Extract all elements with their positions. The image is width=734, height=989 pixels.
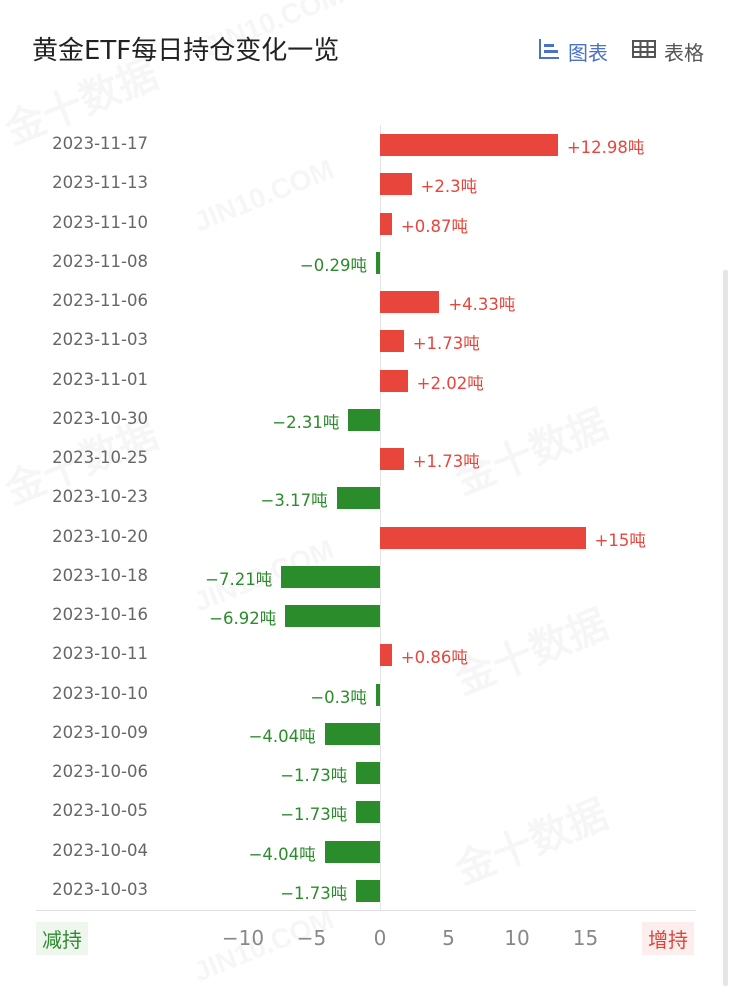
category-label: 2023-11-08 xyxy=(52,251,148,271)
decrease-bar[interactable] xyxy=(356,879,380,902)
x-axis-line xyxy=(36,910,696,911)
value-label: +15吨 xyxy=(594,530,646,550)
value-label: −0.29吨 xyxy=(299,255,367,275)
increase-bar[interactable] xyxy=(380,448,404,470)
value-label: −1.73吨 xyxy=(280,766,348,785)
value-label: −1.73吨 xyxy=(280,883,348,903)
decrease-legend-label: 减持 xyxy=(36,922,88,955)
value-label: +2.3吨 xyxy=(420,177,478,197)
bar-chart-icon xyxy=(538,38,560,65)
decrease-bar[interactable] xyxy=(376,251,380,274)
view-tabs: 图表 表格 xyxy=(538,37,704,66)
x-tick-label: −5 xyxy=(296,926,327,950)
increase-bar[interactable] xyxy=(380,291,440,313)
category-label: 2023-10-18 xyxy=(52,565,148,585)
category-label: 2023-10-09 xyxy=(52,722,148,742)
category-label: 2023-11-10 xyxy=(52,212,148,232)
page-title: 黄金ETF每日持仓变化一览 xyxy=(32,36,340,66)
x-tick-label: 10 xyxy=(504,926,530,950)
category-label: 2023-11-03 xyxy=(52,330,148,350)
category-label: 2023-10-16 xyxy=(52,605,148,624)
value-label: +1.73吨 xyxy=(412,334,480,354)
decrease-bar[interactable] xyxy=(356,762,380,784)
category-label: 2023-10-23 xyxy=(52,487,148,507)
increase-bar[interactable] xyxy=(380,212,392,235)
value-label: +0.86吨 xyxy=(400,648,468,668)
category-label: 2023-10-20 xyxy=(52,526,148,546)
category-label: 2023-10-10 xyxy=(52,683,148,703)
zero-axis-line xyxy=(380,125,381,910)
value-label: −6.92吨 xyxy=(209,609,277,628)
category-label: 2023-11-13 xyxy=(52,173,148,193)
x-tick-label: 15 xyxy=(572,926,599,950)
value-label: +12.98吨 xyxy=(566,138,645,157)
value-label: −7.21吨 xyxy=(205,569,273,589)
decrease-bar[interactable] xyxy=(324,840,380,863)
category-label: 2023-10-11 xyxy=(52,644,148,664)
decrease-bar[interactable] xyxy=(285,605,380,627)
table-grid-icon xyxy=(632,39,656,64)
tab-chart[interactable]: 图表 xyxy=(538,37,608,66)
increase-bar[interactable] xyxy=(380,134,558,156)
x-tick-label: −10 xyxy=(221,926,265,950)
value-label: −2.31吨 xyxy=(272,412,340,432)
category-label: 2023-10-05 xyxy=(52,801,148,821)
increase-bar[interactable] xyxy=(380,644,392,667)
value-label: +0.87吨 xyxy=(400,216,468,236)
x-tick-label: 0 xyxy=(373,926,387,950)
category-label: 2023-11-01 xyxy=(52,369,148,389)
value-label: −4.04吨 xyxy=(248,844,316,864)
tab-table[interactable]: 表格 xyxy=(632,37,704,66)
decrease-bar[interactable] xyxy=(324,722,380,745)
decrease-bar[interactable] xyxy=(281,565,380,588)
value-label: +2.02吨 xyxy=(416,373,484,393)
value-label: −3.17吨 xyxy=(260,491,328,511)
vertical-scrollbar[interactable] xyxy=(723,270,728,986)
decrease-bar[interactable] xyxy=(356,801,380,824)
value-label: −1.73吨 xyxy=(280,805,348,825)
tab-chart-label: 图表 xyxy=(568,41,608,65)
increase-bar[interactable] xyxy=(380,173,412,196)
category-label: 2023-11-06 xyxy=(52,291,148,310)
decrease-bar[interactable] xyxy=(348,408,380,431)
decrease-bar[interactable] xyxy=(375,683,380,706)
value-label: +4.33吨 xyxy=(448,295,516,314)
value-label: +1.73吨 xyxy=(412,452,480,471)
value-label: −0.3吨 xyxy=(310,687,367,707)
category-label: 2023-10-03 xyxy=(52,879,148,899)
category-label: 2023-10-06 xyxy=(52,762,148,781)
increase-bar[interactable] xyxy=(380,369,408,392)
value-label: −4.04吨 xyxy=(248,726,316,746)
increase-bar[interactable] xyxy=(380,526,586,549)
decrease-bar[interactable] xyxy=(336,487,380,510)
increase-legend-label: 增持 xyxy=(642,922,694,955)
category-label: 2023-11-17 xyxy=(52,134,148,153)
category-label: 2023-10-04 xyxy=(52,840,148,860)
x-tick-label: 5 xyxy=(442,926,455,950)
category-label: 2023-10-30 xyxy=(52,408,148,428)
increase-bar[interactable] xyxy=(380,330,404,353)
tab-table-label: 表格 xyxy=(664,41,704,65)
category-label: 2023-10-25 xyxy=(52,448,148,467)
